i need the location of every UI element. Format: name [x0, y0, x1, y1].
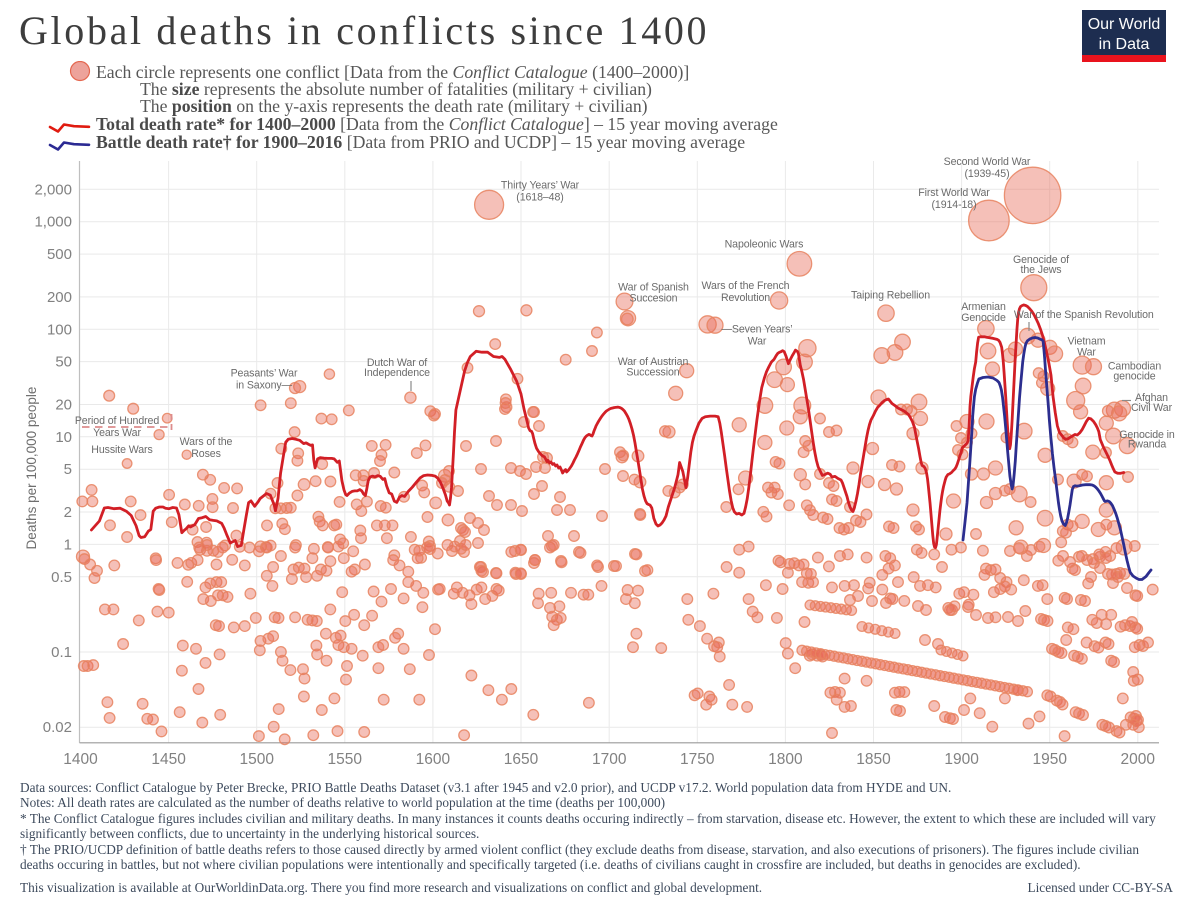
svg-text:(1618–48): (1618–48) [516, 192, 563, 204]
svg-text:1500: 1500 [239, 751, 274, 768]
svg-text:Period of Hundred: Period of Hundred [75, 415, 159, 427]
svg-text:Independence: Independence [364, 367, 430, 379]
svg-text:(1914-18): (1914-18) [931, 199, 976, 211]
svg-text:Armenian: Armenian [961, 301, 1006, 313]
svg-text:2,000: 2,000 [34, 181, 72, 198]
svg-text:Civil War: Civil War [1131, 402, 1173, 414]
svg-text:0.5: 0.5 [51, 569, 72, 586]
svg-text:Second World War: Second World War [944, 156, 1031, 168]
svg-text:Taiping Rebellion: Taiping Rebellion [851, 290, 930, 302]
svg-text:100: 100 [47, 321, 72, 338]
svg-text:1650: 1650 [504, 751, 539, 768]
svg-text:50: 50 [55, 354, 72, 371]
svg-text:1600: 1600 [416, 751, 451, 768]
svg-text:Thirty Years’ War: Thirty Years’ War [501, 180, 580, 192]
svg-text:War of Spanish: War of Spanish [618, 282, 689, 294]
svg-text:500: 500 [47, 246, 72, 263]
svg-text:2000: 2000 [1121, 751, 1156, 768]
svg-text:Napoleonic Wars: Napoleonic Wars [725, 239, 804, 251]
svg-text:1700: 1700 [592, 751, 627, 768]
svg-text:Peasants’ War: Peasants’ War [231, 368, 298, 380]
svg-text:1450: 1450 [151, 751, 186, 768]
svg-text:Hussite Wars: Hussite Wars [91, 444, 152, 456]
svg-text:1750: 1750 [680, 751, 715, 768]
svg-text:10: 10 [55, 429, 72, 446]
svg-text:War: War [1077, 346, 1096, 358]
svg-text:Years War: Years War [93, 427, 141, 439]
svg-text:1: 1 [64, 536, 72, 553]
svg-text:Vietnam: Vietnam [1068, 336, 1106, 348]
svg-text:5: 5 [64, 461, 72, 478]
svg-text:0.1: 0.1 [51, 644, 72, 661]
svg-text:in Saxony—: in Saxony— [236, 380, 293, 392]
svg-text:1950: 1950 [1032, 751, 1067, 768]
svg-text:0.02: 0.02 [43, 719, 72, 736]
svg-text:1550: 1550 [328, 751, 363, 768]
svg-text:Genocide in: Genocide in [1119, 429, 1175, 441]
svg-text:War of the Spanish Revolution: War of the Spanish Revolution [1014, 309, 1154, 321]
svg-text:2: 2 [64, 504, 72, 521]
svg-text:the Jews: the Jews [1020, 264, 1061, 276]
svg-text:genocide: genocide [1113, 371, 1155, 383]
svg-text:1,000: 1,000 [34, 214, 72, 231]
svg-text:Revolution: Revolution [721, 292, 770, 304]
svg-text:1400: 1400 [63, 751, 98, 768]
svg-text:1850: 1850 [856, 751, 891, 768]
svg-text:1800: 1800 [768, 751, 803, 768]
svg-text:Roses: Roses [191, 448, 221, 460]
svg-text:Cambodian: Cambodian [1108, 361, 1161, 373]
svg-text:(1939-45): (1939-45) [964, 168, 1009, 180]
svg-text:War of Austrian: War of Austrian [618, 356, 689, 368]
svg-text:Dutch War of: Dutch War of [367, 357, 427, 369]
svg-text:Deaths per 100,000 people: Deaths per 100,000 people [24, 387, 39, 550]
svg-text:Succesion: Succesion [630, 292, 678, 304]
svg-text:Genocide of: Genocide of [1013, 254, 1069, 266]
svg-text:War: War [748, 336, 767, 348]
svg-text:200: 200 [47, 289, 72, 306]
svg-text:—Seven Years’: —Seven Years’ [721, 324, 792, 336]
svg-text:Rwanda: Rwanda [1128, 439, 1166, 451]
svg-text:Genocide: Genocide [961, 312, 1006, 324]
svg-text:1900: 1900 [944, 751, 979, 768]
svg-text:Succession: Succession [626, 367, 679, 379]
svg-text:20: 20 [55, 397, 72, 414]
svg-text:First World War: First World War [918, 187, 990, 199]
svg-text:Wars of the French: Wars of the French [702, 280, 790, 292]
svg-text:Wars of the: Wars of the [180, 436, 233, 448]
svg-text:Afghan: Afghan [1135, 392, 1168, 404]
